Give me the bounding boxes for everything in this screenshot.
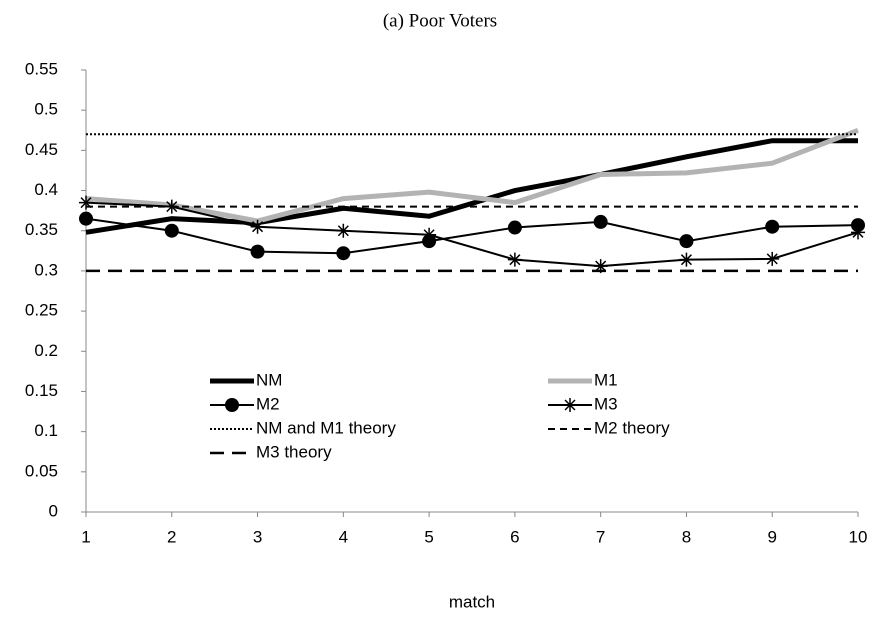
marker xyxy=(679,234,694,249)
marker xyxy=(164,223,179,238)
x-tick-label: 2 xyxy=(167,527,176,546)
x-tick-label: 6 xyxy=(510,527,519,546)
legend-label: M2 xyxy=(256,394,280,413)
marker xyxy=(79,195,93,210)
marker xyxy=(851,225,865,240)
legend-label: M1 xyxy=(594,370,618,389)
marker xyxy=(336,246,351,261)
series-line xyxy=(85,201,859,268)
chart-title: (a) Poor Voters xyxy=(383,10,497,31)
marker xyxy=(593,214,608,229)
legend-label: NM xyxy=(256,370,282,389)
x-tick-label: 4 xyxy=(339,527,348,546)
y-tick-label: 0.35 xyxy=(25,220,58,239)
legend: NM M1 M2 M3 NM and M1 theory M2 theory M3 theo… xyxy=(210,370,670,461)
marker xyxy=(679,252,694,267)
series-line xyxy=(85,217,859,255)
marker xyxy=(593,259,608,274)
legend-item: M2 xyxy=(210,394,280,413)
y-tick-label: 0.45 xyxy=(25,140,58,159)
legend-label: M2 theory xyxy=(594,418,670,437)
marker xyxy=(250,219,265,234)
marker xyxy=(250,244,265,259)
y-tick-label: 0.05 xyxy=(25,461,58,480)
x-tick-label: 1 xyxy=(81,527,90,546)
y-tick-label: 0.4 xyxy=(34,180,58,199)
legend-item: NM and M1 theory xyxy=(210,418,396,437)
marker xyxy=(507,220,522,235)
x-axis-label: match xyxy=(449,592,495,611)
x-tick-label: 10 xyxy=(849,527,868,546)
marker xyxy=(336,223,351,238)
marker xyxy=(422,227,437,242)
legend-marker xyxy=(563,398,577,412)
x-tick-label: 5 xyxy=(424,527,433,546)
y-tick-label: 0.2 xyxy=(34,341,58,360)
y-tick-label: 0.55 xyxy=(25,59,58,78)
marker xyxy=(507,252,522,267)
legend-item: NM xyxy=(210,370,282,389)
y-tick-label: 0 xyxy=(49,501,58,520)
y-tick-label: 0.25 xyxy=(25,301,58,320)
x-tick-label: 3 xyxy=(253,527,262,546)
legend-marker xyxy=(225,398,239,412)
marker xyxy=(765,219,780,234)
legend-item: M1 xyxy=(548,370,618,389)
legend-label: M3 xyxy=(594,394,618,413)
legend-label: NM and M1 theory xyxy=(256,418,396,437)
legend-item: M2 theory xyxy=(548,418,670,437)
y-tick-label: 0.1 xyxy=(34,421,58,440)
x-tick-label: 8 xyxy=(682,527,691,546)
x-tick-label: 9 xyxy=(767,527,776,546)
legend-item: M3 theory xyxy=(210,442,332,461)
y-tick-label: 0.15 xyxy=(25,381,58,400)
y-tick-label: 0.5 xyxy=(34,100,58,119)
legend-item: M3 xyxy=(548,394,618,413)
marker xyxy=(79,211,93,226)
series-line xyxy=(85,127,859,224)
x-tick-label: 7 xyxy=(596,527,605,546)
legend-label: M3 theory xyxy=(256,442,332,461)
series-line xyxy=(85,138,858,235)
marker xyxy=(765,251,780,266)
y-tick-label: 0.3 xyxy=(34,260,58,279)
